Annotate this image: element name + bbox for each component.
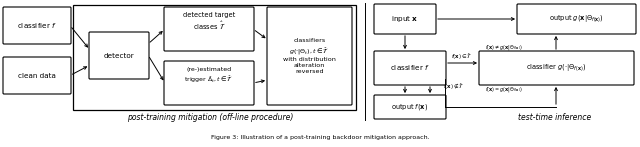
FancyBboxPatch shape <box>517 4 636 34</box>
Text: Figure 3: Illustration of a post-training backdoor mitigation approach.: Figure 3: Illustration of a post-trainin… <box>211 136 429 141</box>
Text: post-training mitigation (off-line procedure): post-training mitigation (off-line proce… <box>127 113 293 122</box>
Text: detected target
classes $\hat{\mathcal{T}}$: detected target classes $\hat{\mathcal{T… <box>183 12 235 32</box>
Text: classifiers
$g(\cdot|\Theta_t), t\in\hat{\mathcal{T}}$
with distribution
alterat: classifiers $g(\cdot|\Theta_t), t\in\hat… <box>283 38 336 74</box>
FancyBboxPatch shape <box>374 95 446 119</box>
Text: input $\mathbf{x}$: input $\mathbf{x}$ <box>391 14 419 24</box>
Text: output $g(\mathbf{x}|\Theta_{f(\mathbf{x})})$: output $g(\mathbf{x}|\Theta_{f(\mathbf{x… <box>549 14 604 24</box>
FancyBboxPatch shape <box>3 57 71 94</box>
Text: $f(\mathbf{x})\neq g(\mathbf{x}|\Theta_{f(\mathbf{x})})$: $f(\mathbf{x})\neq g(\mathbf{x}|\Theta_{… <box>485 44 523 52</box>
FancyBboxPatch shape <box>267 7 352 105</box>
Text: (re-)estimated
trigger $\hat{\Delta}_t, t\in\hat{\mathcal{T}}$: (re-)estimated trigger $\hat{\Delta}_t, … <box>184 67 234 85</box>
FancyBboxPatch shape <box>164 61 254 105</box>
Text: clean data: clean data <box>18 72 56 78</box>
Bar <box>73 5 356 110</box>
Text: output $f(\mathbf{x})$: output $f(\mathbf{x})$ <box>392 102 429 112</box>
FancyBboxPatch shape <box>479 51 634 85</box>
FancyBboxPatch shape <box>164 7 254 51</box>
FancyBboxPatch shape <box>374 4 436 34</box>
FancyBboxPatch shape <box>89 32 149 79</box>
FancyBboxPatch shape <box>374 51 446 85</box>
Text: $f(\mathbf{x})\in\hat{\mathcal{T}}$: $f(\mathbf{x})\in\hat{\mathcal{T}}$ <box>451 52 473 62</box>
Text: $f(\mathbf{x})=g(\mathbf{x}|\Theta_{f(\mathbf{x})})$: $f(\mathbf{x})=g(\mathbf{x}|\Theta_{f(\m… <box>485 86 523 95</box>
Text: classifier $g(\cdot|\Theta_{f(\mathbf{x})})$: classifier $g(\cdot|\Theta_{f(\mathbf{x}… <box>526 63 587 73</box>
Text: classifier $f$: classifier $f$ <box>390 64 430 72</box>
Text: $f(\mathbf{x})\notin\hat{\mathcal{T}}$: $f(\mathbf{x})\notin\hat{\mathcal{T}}$ <box>443 82 465 92</box>
FancyBboxPatch shape <box>3 7 71 44</box>
Text: detector: detector <box>104 52 134 59</box>
Text: classifier $f$: classifier $f$ <box>17 21 57 30</box>
Text: test-time inference: test-time inference <box>518 113 591 122</box>
